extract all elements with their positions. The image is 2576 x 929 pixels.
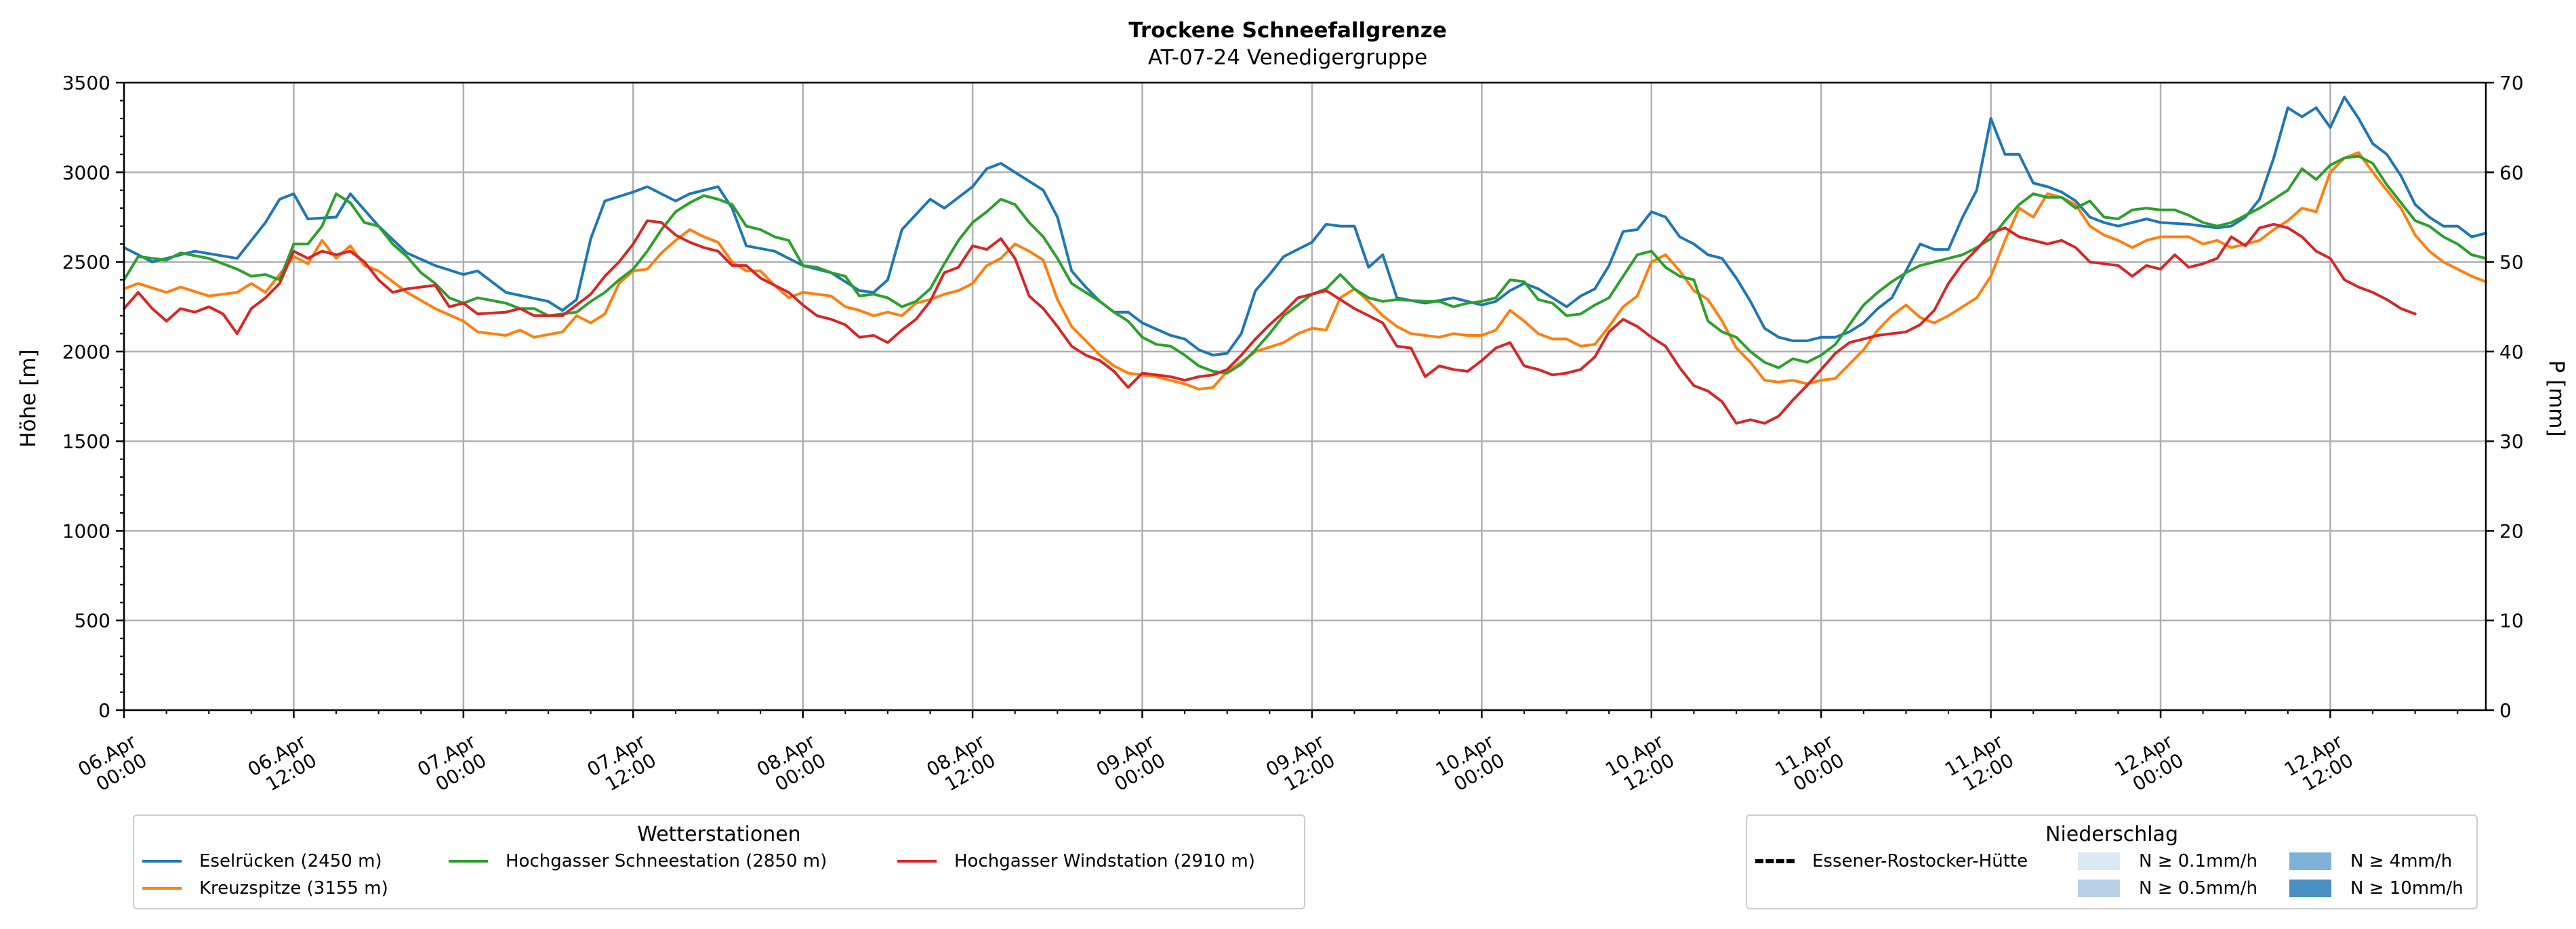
y-tick-label: 3000 — [62, 161, 110, 184]
series-line-2 — [123, 154, 2487, 375]
y2-tick-label: 10 — [2499, 610, 2524, 632]
x-tick-label: 11.Apr12:00 — [1941, 730, 2018, 800]
legend-item-station-dashed: Essener-Rostocker-Hütte — [1755, 851, 2028, 871]
y2-tick-label: 20 — [2499, 520, 2524, 542]
legend-item-kreuzspitze: Kreuzspitze (3155 m) — [142, 878, 388, 899]
chart-title: Trockene Schneefallgrenze — [1128, 18, 1447, 43]
x-tick-label: 12.Apr00:00 — [2111, 730, 2188, 800]
legend-item-n4: N ≥ 4mm/h — [2289, 851, 2452, 871]
x-tick-label: 11.Apr00:00 — [1772, 730, 1848, 800]
series-line-3 — [123, 219, 2417, 425]
y2-tick-label: 30 — [2499, 430, 2524, 453]
axes: 0 0 500 10 1000 20 1500 30 2000 40 2500 50 3000 60 350… — [62, 72, 2524, 800]
stations-legend-title: Wetterstationen — [637, 823, 801, 846]
legend-item-n10: N ≥ 10mm/h — [2289, 878, 2463, 899]
precip-legend-title: Niederschlag — [2045, 823, 2178, 846]
series-lines — [123, 96, 2487, 425]
legend-label: Eselrücken (2450 m) — [199, 851, 382, 871]
stations-legend: Wetterstationen Eselrücken (2450 m) Kreu… — [133, 814, 1305, 909]
y-tick-label: 1500 — [62, 430, 110, 453]
legend-label: Hochgasser Windstation (2910 m) — [954, 851, 1255, 871]
legend-label: Hochgasser Schneestation (2850 m) — [506, 851, 827, 871]
y-tick-label: 2000 — [62, 341, 110, 363]
x-tick-label: 07.Apr00:00 — [413, 730, 490, 800]
y2-axis-label: P [mm] — [2544, 360, 2569, 436]
x-tick-label: 09.Apr12:00 — [1262, 730, 1338, 800]
legend-label: Kreuzspitze (3155 m) — [199, 878, 388, 899]
x-tick-label: 08.Apr12:00 — [923, 730, 1000, 800]
legend-swatch — [142, 887, 182, 890]
y2-tick-label: 0 — [2499, 699, 2512, 722]
legend-label: N ≥ 4mm/h — [2350, 851, 2453, 871]
legend-item-hochgasser-wind: Hochgasser Windstation (2910 m) — [897, 851, 1255, 871]
dashed-line-swatch — [1755, 859, 1795, 863]
legend-swatch — [897, 860, 937, 863]
legend-item-eselruecken: Eselrücken (2450 m) — [142, 851, 382, 871]
legend-label: Essener-Rostocker-Hütte — [1812, 851, 2028, 871]
legend-swatch — [142, 860, 182, 863]
legend-swatch — [449, 860, 488, 863]
x-tick-label: 07.Apr12:00 — [584, 730, 660, 800]
grid — [123, 81, 2486, 711]
chart-subtitle: AT-07-24 Venedigergruppe — [1148, 45, 1427, 70]
legend-item-hochgasser-schnee: Hochgasser Schneestation (2850 m) — [449, 851, 827, 871]
y-tick-label: 3500 — [62, 72, 110, 94]
y-tick-label: 1000 — [62, 520, 110, 542]
x-tick-label: 12.Apr12:00 — [2281, 730, 2357, 800]
legend-label: N ≥ 10mm/h — [2350, 878, 2463, 899]
precip-swatch — [2078, 880, 2120, 897]
y2-tick-label: 40 — [2499, 341, 2524, 363]
y2-tick-label: 70 — [2499, 72, 2524, 94]
x-tick-label: 06.Apr12:00 — [244, 730, 321, 800]
x-tick-label: 10.Apr12:00 — [1601, 730, 1678, 800]
precip-legend: Niederschlag Essener-Rostocker-Hütte N ≥… — [1746, 814, 2478, 909]
legend-item-n01: N ≥ 0.1mm/h — [2078, 851, 2257, 871]
y-tick-label: 2500 — [62, 251, 110, 274]
series-line-0 — [123, 96, 2487, 357]
y2-tick-label: 50 — [2499, 251, 2524, 274]
x-tick-label: 10.Apr00:00 — [1432, 730, 1509, 800]
y-tick-label: 500 — [75, 610, 110, 632]
series-line-1 — [123, 151, 2487, 391]
y-tick-label: 0 — [98, 699, 110, 722]
legend-label: N ≥ 0.5mm/h — [2139, 878, 2258, 899]
y2-tick-label: 60 — [2499, 161, 2524, 184]
precip-swatch — [2289, 880, 2331, 897]
x-tick-label: 09.Apr00:00 — [1092, 730, 1169, 800]
x-tick-label: 06.Apr00:00 — [74, 730, 150, 800]
legend-item-n05: N ≥ 0.5mm/h — [2078, 878, 2257, 899]
precip-swatch — [2289, 852, 2331, 870]
legend-label: N ≥ 0.1mm/h — [2139, 851, 2258, 871]
y-axis-label: Höhe [m] — [16, 349, 41, 447]
precip-swatch — [2078, 852, 2120, 870]
x-tick-label: 08.Apr00:00 — [753, 730, 830, 800]
